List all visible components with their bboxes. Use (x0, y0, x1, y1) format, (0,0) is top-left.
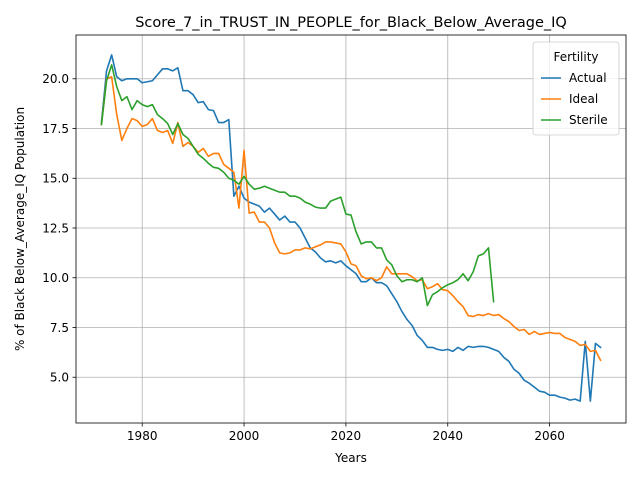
x-axis-label: Years (334, 451, 367, 465)
x-tick-label: 2000 (229, 429, 260, 443)
x-tick-label: 1980 (127, 429, 158, 443)
series-line-sterile (100, 64, 495, 307)
series-line-actual (100, 54, 602, 402)
legend-label-actual: Actual (569, 71, 607, 85)
legend-label-sterile: Sterile (569, 113, 608, 127)
y-tick-label: 12.5 (42, 221, 69, 235)
legend-label-ideal: Ideal (569, 92, 598, 106)
y-tick-label: 5.0 (50, 371, 69, 385)
chart-title: Score_7_in_TRUST_IN_PEOPLE_for_Black_Bel… (135, 15, 567, 31)
series-layer (100, 54, 602, 402)
legend-title: Fertility (553, 50, 598, 64)
x-tick-label: 2020 (331, 429, 362, 443)
series-line-ideal (100, 75, 602, 362)
y-tick-label: 10.0 (42, 271, 69, 285)
legend-box (532, 41, 620, 136)
y-axis: 5.0 7.5 10.0 12.5 15.0 17.5 20.0 (42, 72, 76, 385)
y-tick-label: 15.0 (42, 172, 69, 186)
y-tick-label: 17.5 (42, 122, 69, 136)
x-tick-label: 2060 (534, 429, 565, 443)
plot-frame (75, 34, 627, 424)
y-tick-label: 20.0 (42, 72, 69, 86)
x-axis: 1980 2000 2020 2040 2060 (127, 423, 565, 443)
y-tick-label: 7.5 (50, 321, 69, 335)
x-tick-label: 2040 (432, 429, 463, 443)
y-axis-label: % of Black Below_Average_IQ Population (13, 107, 27, 351)
legend: Fertility Actual Ideal Sterile (532, 41, 620, 136)
